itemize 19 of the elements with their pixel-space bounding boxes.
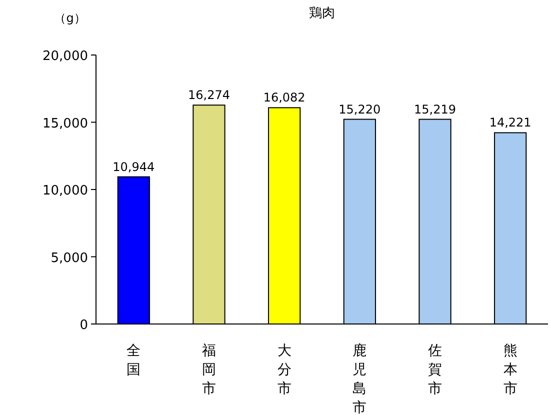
value-label: 14,221: [489, 116, 532, 130]
value-label: 15,219: [414, 102, 456, 116]
ytick: 20,000: [42, 49, 88, 64]
xtick: 福岡市: [202, 343, 216, 397]
ytick: 10,000: [42, 184, 88, 198]
ylabel: （g）: [54, 11, 86, 25]
ytick: 5,000: [50, 250, 88, 266]
xtick: 全国: [126, 343, 141, 378]
ytick: 15,000: [42, 116, 88, 132]
xtick: 大分市: [277, 343, 292, 397]
value-label: 16,274: [188, 88, 230, 102]
value-label: 10,944: [112, 160, 155, 174]
value-label: 15,220: [338, 102, 381, 116]
value-label: 16,082: [263, 90, 306, 105]
ytick: 0: [80, 318, 88, 333]
xtick: 熊本市: [503, 343, 518, 397]
xtick: 鹿児島市: [352, 343, 367, 416]
title: 鶏肉: [309, 6, 335, 21]
xtick: 佐賀市: [428, 343, 442, 397]
